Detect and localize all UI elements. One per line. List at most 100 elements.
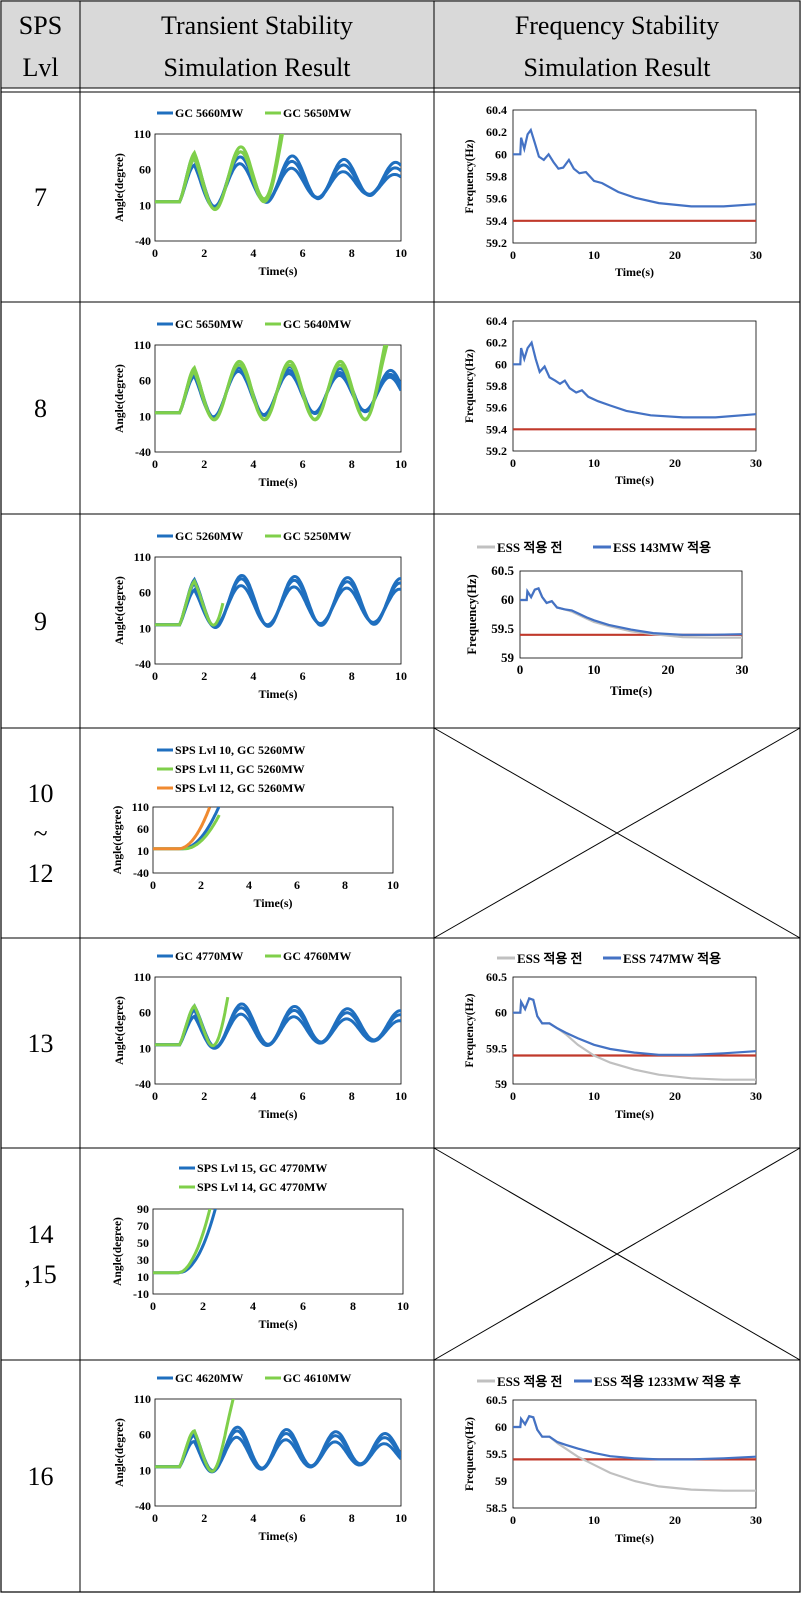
y-axis-label: Frequency(Hz): [464, 349, 476, 423]
y-tick-label: 110: [134, 1392, 151, 1406]
legend-label: SPS Lvl 14, GC 4770MW: [197, 1180, 327, 1194]
transient-chart: SPS Lvl 10, GC 5260MW SPS Lvl 11, GC 5260…: [112, 743, 399, 910]
x-tick-label: 0: [152, 669, 158, 683]
x-axis-label: Time(s): [258, 475, 297, 489]
level-label: 8: [34, 394, 47, 423]
y-tick-label: 110: [134, 127, 151, 141]
x-tick-label: 4: [250, 669, 256, 683]
y-tick-label: 60: [139, 1006, 151, 1020]
y-tick-label: 59.2: [486, 236, 507, 250]
y-tick-label: 60.4: [486, 103, 507, 117]
x-tick-label: 8: [349, 246, 355, 260]
y-tick-label: 110: [134, 338, 151, 352]
not-applicable-cross: [433, 727, 801, 939]
x-axis-label: Time(s): [258, 1107, 297, 1121]
y-tick-label: 10: [137, 844, 149, 858]
y-tick-label: 59: [495, 1474, 507, 1488]
plot-area: [154, 344, 402, 453]
plot-curves: [155, 1399, 401, 1474]
x-tick-label: 10: [588, 662, 601, 677]
level-label: ,15: [24, 1260, 57, 1289]
y-tick-label: 59.5: [486, 1041, 507, 1055]
x-tick-label: 20: [669, 1089, 681, 1103]
plot-area: [512, 976, 757, 1085]
level-label: 7: [34, 183, 47, 212]
header-col3-line: Frequency Stability: [515, 11, 719, 40]
x-tick-label: 0: [510, 248, 516, 262]
frequency-curve: [513, 1414, 757, 1461]
y-tick-label: 10: [139, 1463, 151, 1477]
transient-chart: GC 5650MW GC 5640MW 110 60 10 -400 2 4 6 8 10 Time(…: [114, 317, 407, 489]
y-axis-label: Frequency(Hz): [464, 139, 476, 213]
x-tick-label: 8: [349, 457, 355, 471]
not-applicable-cross: [433, 1147, 801, 1361]
x-tick-label: 30: [750, 456, 762, 470]
x-tick-label: 10: [395, 669, 407, 683]
legend-label: GC 4760MW: [283, 949, 351, 963]
plot-area: [512, 109, 757, 244]
transient-chart: SPS Lvl 15, GC 4770MW SPS Lvl 14, GC 4770…: [112, 1161, 409, 1331]
angle-curve: [155, 578, 225, 627]
plot-area: [512, 1399, 757, 1509]
y-tick-label: 60: [139, 163, 151, 177]
y-tick-label: 60: [139, 1428, 151, 1442]
y-axis-label: Frequency(Hz): [464, 1417, 476, 1491]
header-col2-line: Transient Stability: [161, 11, 353, 40]
plot-curves: [153, 807, 221, 851]
y-tick-label: 59.5: [486, 1447, 507, 1461]
level-label: 12: [28, 859, 54, 888]
plot-curves: [155, 134, 401, 212]
x-tick-label: 10: [588, 1513, 600, 1527]
header-col1-line: Lvl: [22, 53, 58, 82]
y-axis-label: Angle(degree): [114, 153, 126, 222]
legend-label: GC 5640MW: [283, 317, 351, 331]
angle-curve: [155, 134, 283, 212]
y-tick-label: 59: [501, 650, 515, 665]
x-tick-label: 6: [300, 669, 306, 683]
x-tick-label: 10: [395, 457, 407, 471]
legend-label: GC 5660MW: [175, 106, 243, 120]
y-tick-label: 50: [137, 1236, 149, 1250]
plot-area: [512, 320, 757, 452]
y-tick-label: 59.4: [486, 422, 507, 436]
x-axis-label: Time(s): [258, 687, 297, 701]
frequency-chart: ESS 적용 전 ESS 747MW 적용 60.5 60 59.5 590 10 20 30 T…: [464, 951, 762, 1121]
x-axis-label: Time(s): [615, 1531, 654, 1545]
x-tick-label: 0: [150, 878, 156, 892]
y-axis-label: Angle(degree): [112, 805, 124, 874]
x-tick-label: 10: [395, 246, 407, 260]
y-tick-label: 60: [139, 586, 151, 600]
y-axis-label: Frequency(Hz): [465, 574, 479, 654]
plot-area: [152, 806, 394, 874]
y-tick-label: 60: [495, 1006, 507, 1020]
legend-label: GC 4620MW: [175, 1371, 243, 1385]
legend-label: ESS 적용 전: [517, 951, 583, 966]
y-tick-label: -40: [135, 1499, 151, 1513]
y-axis-label: Frequency(Hz): [464, 993, 476, 1067]
x-tick-label: 2: [201, 246, 207, 260]
x-tick-label: 0: [510, 1513, 516, 1527]
x-tick-label: 2: [201, 457, 207, 471]
x-tick-label: 10: [588, 456, 600, 470]
legend-label: ESS 적용 1233MW 적용 후: [594, 1374, 741, 1389]
table-header-background: [1, 1, 800, 88]
y-tick-label: 60: [139, 374, 151, 388]
y-tick-label: -40: [135, 234, 151, 248]
y-tick-label: 60.2: [486, 336, 507, 350]
angle-curve: [153, 1209, 212, 1275]
frequency-curve: [513, 340, 757, 419]
legend-label: GC 5650MW: [283, 106, 351, 120]
x-axis-label: Time(s): [258, 264, 297, 278]
x-tick-label: 6: [300, 246, 306, 260]
x-tick-label: 4: [250, 457, 256, 471]
header-col1-line: SPS: [19, 11, 62, 40]
y-tick-label: 10: [137, 1270, 149, 1284]
x-tick-label: 8: [349, 1089, 355, 1103]
cross-line: [433, 727, 801, 939]
x-tick-label: 10: [395, 1511, 407, 1525]
legend-label: GC 4770MW: [175, 949, 243, 963]
y-tick-label: 59.4: [486, 214, 507, 228]
frequency-curve: [513, 997, 757, 1056]
y-tick-label: 10: [139, 621, 151, 635]
cross-line: [433, 1147, 801, 1361]
